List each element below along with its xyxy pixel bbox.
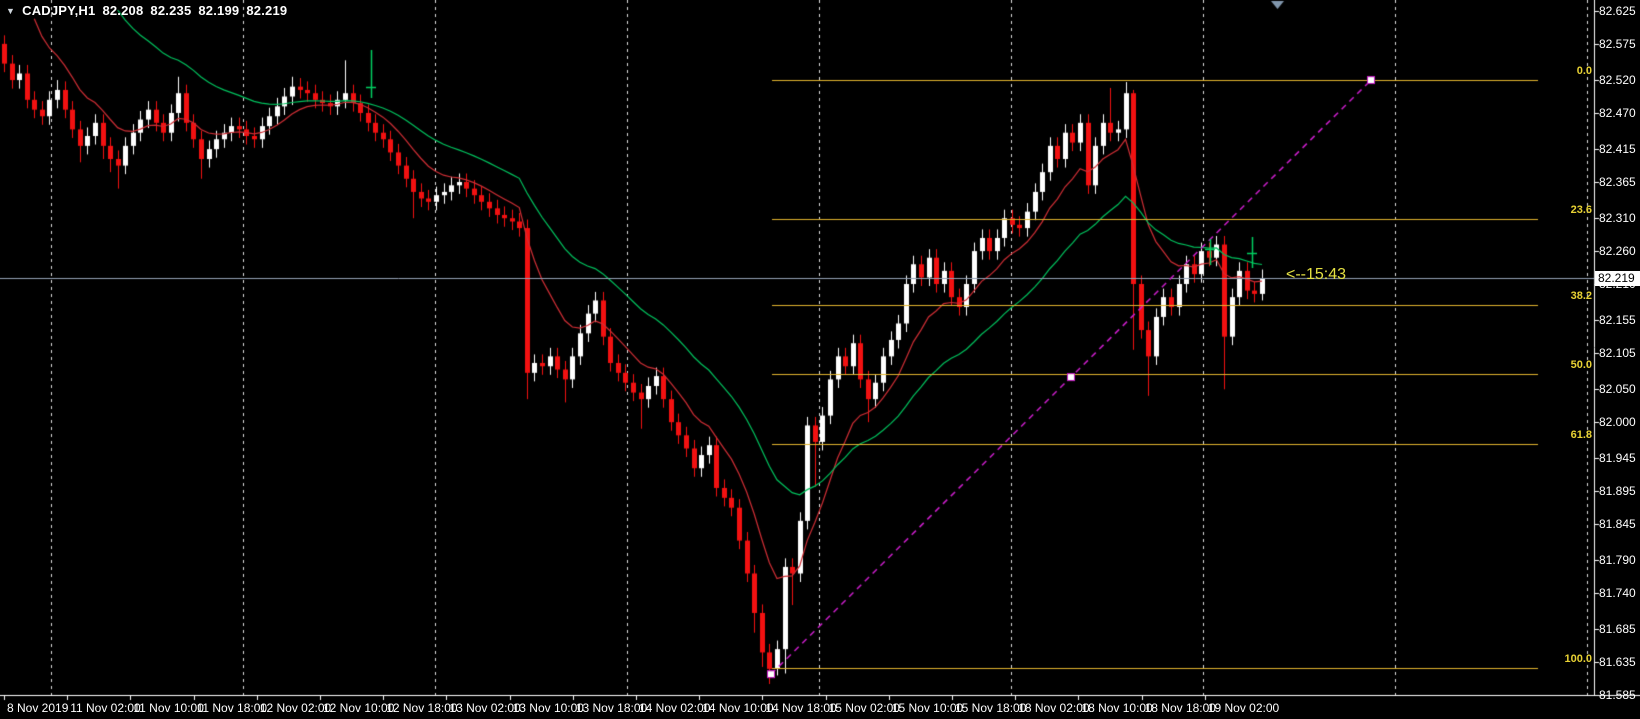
price-axis-label: 81.740 — [1599, 586, 1636, 601]
fib-level-label: 23.6 — [1570, 203, 1592, 216]
time-axis-label: 14 Nov 02:00 — [639, 701, 711, 715]
symbol-timeframe-label: CADJPY,H1 — [22, 3, 96, 18]
time-axis-label: 11 Nov 18:00 — [196, 701, 268, 715]
price-axis-label: 82.105 — [1599, 346, 1636, 361]
price-axis-label: 82.365 — [1599, 175, 1636, 190]
time-axis-label: 11 Nov 02:00 — [70, 701, 141, 715]
time-annotation[interactable]: <--15:43 — [1286, 266, 1347, 283]
time-axis-label: 12 Nov 18:00 — [386, 701, 458, 715]
time-axis-label: 13 Nov 18:00 — [575, 701, 648, 715]
quote-open: 82.208 — [102, 3, 144, 18]
time-axis-label: 11 Nov 10:00 — [133, 701, 204, 715]
price-axis-label: 82.050 — [1599, 382, 1636, 397]
price-axis-label: 81.585 — [1599, 688, 1636, 703]
time-axis-label: 18 Nov 10:00 — [1081, 701, 1153, 715]
price-axis-label: 82.155 — [1599, 313, 1636, 328]
time-axis-label: 15 Nov 18:00 — [955, 701, 1027, 715]
quote-low: 82.199 — [198, 3, 240, 18]
price-axis-label: 81.635 — [1599, 655, 1636, 670]
price-axis-label: 82.520 — [1599, 73, 1636, 88]
time-axis-label: 15 Nov 10:00 — [891, 701, 964, 715]
time-axis-label: 14 Nov 10:00 — [702, 701, 774, 715]
price-axis-label: 82.310 — [1599, 211, 1636, 226]
price-axis-label: 81.685 — [1599, 622, 1636, 637]
quote-high: 82.235 — [150, 3, 192, 18]
time-axis-label: 14 Nov 18:00 — [765, 701, 837, 715]
current-price-tag: 82.219 — [1595, 270, 1640, 286]
time-axis-label: 12 Nov 02:00 — [259, 701, 332, 715]
price-axis-label: 82.470 — [1599, 105, 1636, 120]
price-axis-label: 81.895 — [1599, 484, 1636, 499]
symbol-header: ▼ CADJPY,H1 82.208 82.235 82.199 82.219 — [6, 3, 287, 18]
time-axis-label: 15 Nov 02:00 — [828, 701, 900, 715]
fib-level-label: 38.2 — [1570, 290, 1592, 303]
price-axis-label: 82.625 — [1599, 3, 1636, 18]
fib-level-label: 0.0 — [1576, 65, 1592, 78]
fib-level-label: 61.8 — [1570, 428, 1592, 441]
price-axis-label: 81.945 — [1599, 451, 1636, 466]
price-axis-label: 81.790 — [1599, 553, 1636, 568]
price-axis-label: 82.000 — [1599, 415, 1636, 430]
time-axis-label: 18 Nov 18:00 — [1144, 701, 1216, 715]
fib-level-label: 50.0 — [1570, 359, 1592, 372]
time-axis-label: 18 Nov 02:00 — [1018, 701, 1090, 715]
price-axis-label: 82.415 — [1599, 142, 1636, 157]
fib-level-label: 100.0 — [1564, 653, 1592, 666]
price-axis-label: 82.260 — [1599, 244, 1636, 259]
time-axis-label: 19 Nov 02:00 — [1207, 701, 1280, 715]
time-axis-label: 12 Nov 10:00 — [323, 701, 395, 715]
quote-close: 82.219 — [246, 3, 288, 18]
time-axis-label: 13 Nov 10:00 — [512, 701, 584, 715]
time-axis-label: 8 Nov 2019 — [7, 701, 69, 715]
time-axis-label: 13 Nov 02:00 — [449, 701, 521, 715]
price-axis-label: 82.575 — [1599, 36, 1636, 51]
chevron-down-icon[interactable]: ▼ — [6, 5, 16, 16]
price-axis-label: 81.845 — [1599, 517, 1636, 532]
